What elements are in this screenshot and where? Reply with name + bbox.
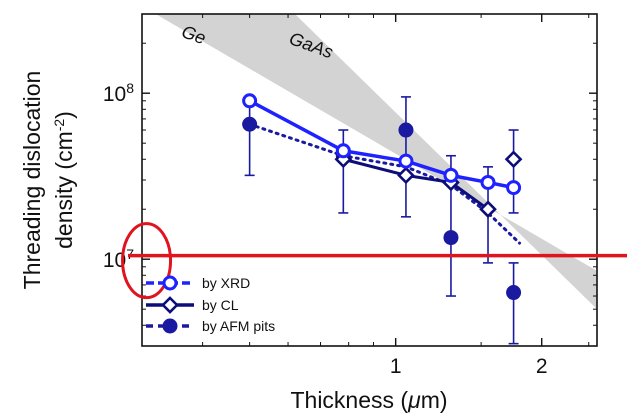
xrd-point <box>398 153 414 169</box>
legend-label-by-cl: by CL <box>202 297 239 313</box>
legend-marker-by-xrd <box>162 275 178 291</box>
cl-line <box>342 157 489 211</box>
x-tick-label: 2 <box>536 355 548 378</box>
afm-point <box>443 230 459 246</box>
x-axis-title: Thickness (μm) <box>290 387 447 413</box>
afm-point <box>242 116 258 132</box>
data-series <box>242 93 523 345</box>
legend-label-by-xrd: by XRD <box>202 275 250 291</box>
xrd-point <box>242 93 258 109</box>
cl-point <box>504 150 523 169</box>
cl-point <box>397 166 415 185</box>
y-axis-title-line1: Threading dislocation <box>19 71 45 290</box>
cl-point <box>479 200 497 219</box>
xrd-point <box>335 143 351 159</box>
y-axis-title-line2: density (cm-2) <box>51 111 77 249</box>
x-tick-label: 1 <box>390 355 402 378</box>
y-tick-label: 108 <box>103 80 134 106</box>
xrd-point <box>480 174 496 190</box>
y-tick-label: 107 <box>103 246 134 272</box>
legend: by XRD by CL by AFM pits <box>146 275 275 334</box>
afm-point <box>398 122 414 138</box>
afm-point <box>506 285 522 301</box>
afm-trend-line <box>248 122 522 245</box>
legend-marker-by-cl <box>161 296 179 314</box>
axis-ticks: 1 2 107 108 <box>103 13 597 378</box>
xrd-point <box>506 180 522 196</box>
legend-label-by-afm-pits: by AFM pits <box>202 318 275 334</box>
legend-marker-by-afm-pits <box>162 318 178 334</box>
red-highlight-ellipse <box>121 222 173 300</box>
reference-overlay <box>121 222 627 300</box>
xrd-point <box>443 167 459 183</box>
